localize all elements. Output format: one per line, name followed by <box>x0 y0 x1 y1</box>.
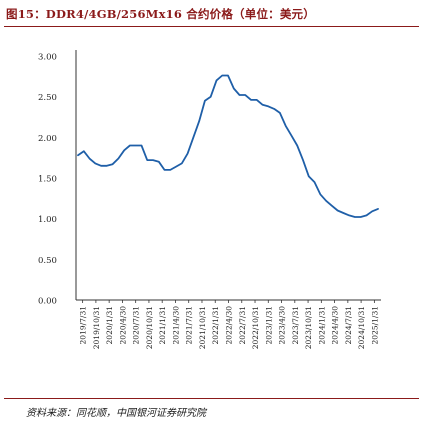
x-tick-label: 2022/1/31 <box>211 306 220 344</box>
x-tick-label: 2022/7/31 <box>238 306 247 344</box>
x-tick-label: 2025/1/31 <box>370 306 379 344</box>
chart-axes <box>75 50 381 301</box>
series-layer <box>77 74 379 218</box>
y-tick-label: 1.50 <box>38 175 57 185</box>
x-tick-label: 2021/1/31 <box>158 306 167 344</box>
x-tick-label: 2023/10/31 <box>304 306 313 349</box>
x-tick-label: 2022/10/31 <box>251 306 260 349</box>
x-tick-label: 2019/7/31 <box>79 306 88 344</box>
x-tick-label: 2021/7/31 <box>185 306 194 344</box>
x-tick-label: 2023/1/31 <box>264 306 273 344</box>
y-tick-label: 0.00 <box>38 297 57 307</box>
y-tick-label: 3.00 <box>38 53 57 63</box>
x-tick-label: 2022/4/30 <box>225 306 234 345</box>
x-tick-label: 2023/7/31 <box>291 306 300 344</box>
x-tick-label: 2020/10/31 <box>145 306 154 349</box>
x-tick-label: 2019/10/31 <box>92 306 101 349</box>
x-tick-label: 2024/7/31 <box>344 306 353 344</box>
y-tick-label: 2.00 <box>38 134 57 144</box>
x-tick-label: 2021/10/31 <box>198 306 207 349</box>
x-tick-label: 2020/1/31 <box>105 306 114 344</box>
x-tick-label: 2023/4/30 <box>278 306 287 345</box>
x-tick-label: 2024/4/30 <box>331 306 340 345</box>
figure-title: 图15：DDR4/4GB/256Mx16 合约价格（单位：美元） <box>6 7 315 21</box>
source-divider <box>4 398 419 399</box>
series-line-0 <box>77 74 379 218</box>
y-axis-ticks: 0.00 0.50 1.00 1.50 2.00 2.50 3.00 <box>38 53 57 307</box>
x-tick-label: 2024/1/31 <box>317 306 326 344</box>
y-tick-label: 1.00 <box>38 215 57 225</box>
y-tick-label: 0.50 <box>38 256 57 266</box>
source-note: 资料来源：同花顺，中国银河证券研究院 <box>26 408 206 419</box>
y-tick-label: 2.50 <box>38 93 57 103</box>
x-tick-label: 2020/4/30 <box>118 306 127 345</box>
x-axis-ticks: 2019/7/31 2019/10/31 2020/1/31 2020/4/30 202… <box>79 300 379 349</box>
x-tick-label: 2024/10/31 <box>357 306 366 349</box>
x-tick-label: 2020/7/31 <box>132 306 141 344</box>
title-divider <box>4 26 419 27</box>
chart: 0.000.501.001.502.002.503.00 2019/7/31 20… <box>38 50 381 349</box>
x-tick-label: 2021/4/30 <box>171 306 180 345</box>
